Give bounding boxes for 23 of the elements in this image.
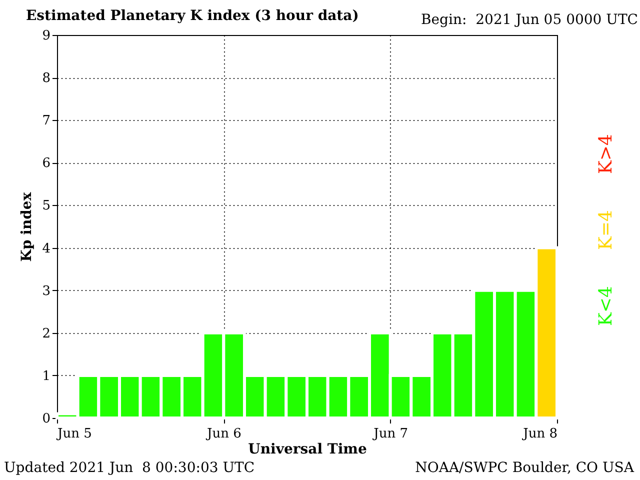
y-tick-label: 3 bbox=[42, 284, 50, 299]
text: NOAA/SWPC Boulder, CO USA bbox=[415, 460, 634, 476]
x-tick-label: Jun 6 bbox=[204, 426, 242, 442]
x-tick-label: Jun 8 bbox=[521, 426, 558, 442]
text: Updated 2021 Jun 8 00:30:03 UTC bbox=[4, 460, 255, 476]
y-tick-label: 5 bbox=[42, 198, 50, 214]
legend-label: K>4 bbox=[596, 134, 616, 174]
y-tick-label: 7 bbox=[42, 114, 50, 129]
y-tick-label: 9 bbox=[42, 28, 50, 44]
y-tick-label: 8 bbox=[42, 71, 50, 86]
text: K=4 bbox=[596, 210, 616, 250]
y-tick-label: 6 bbox=[42, 156, 50, 172]
y-axis-title: Kp index bbox=[19, 192, 36, 262]
y-tick-label: 0 bbox=[42, 412, 50, 426]
x-tick-label: Jun 7 bbox=[372, 426, 408, 442]
y-tick-label: 2 bbox=[42, 326, 50, 342]
chart-title: Estimated Planetary K index (3 hour data) bbox=[26, 8, 359, 24]
x-tick-label: Jun 5 bbox=[56, 426, 92, 442]
y-tick-label: 4 bbox=[42, 241, 50, 256]
text: K<4 bbox=[596, 286, 616, 326]
chart-subtitle: Begin: 2021 Jun 05 0000 UTC bbox=[420, 12, 638, 28]
y-tick-label: 1 bbox=[42, 368, 50, 384]
x-axis-title: Universal Time bbox=[248, 442, 367, 458]
